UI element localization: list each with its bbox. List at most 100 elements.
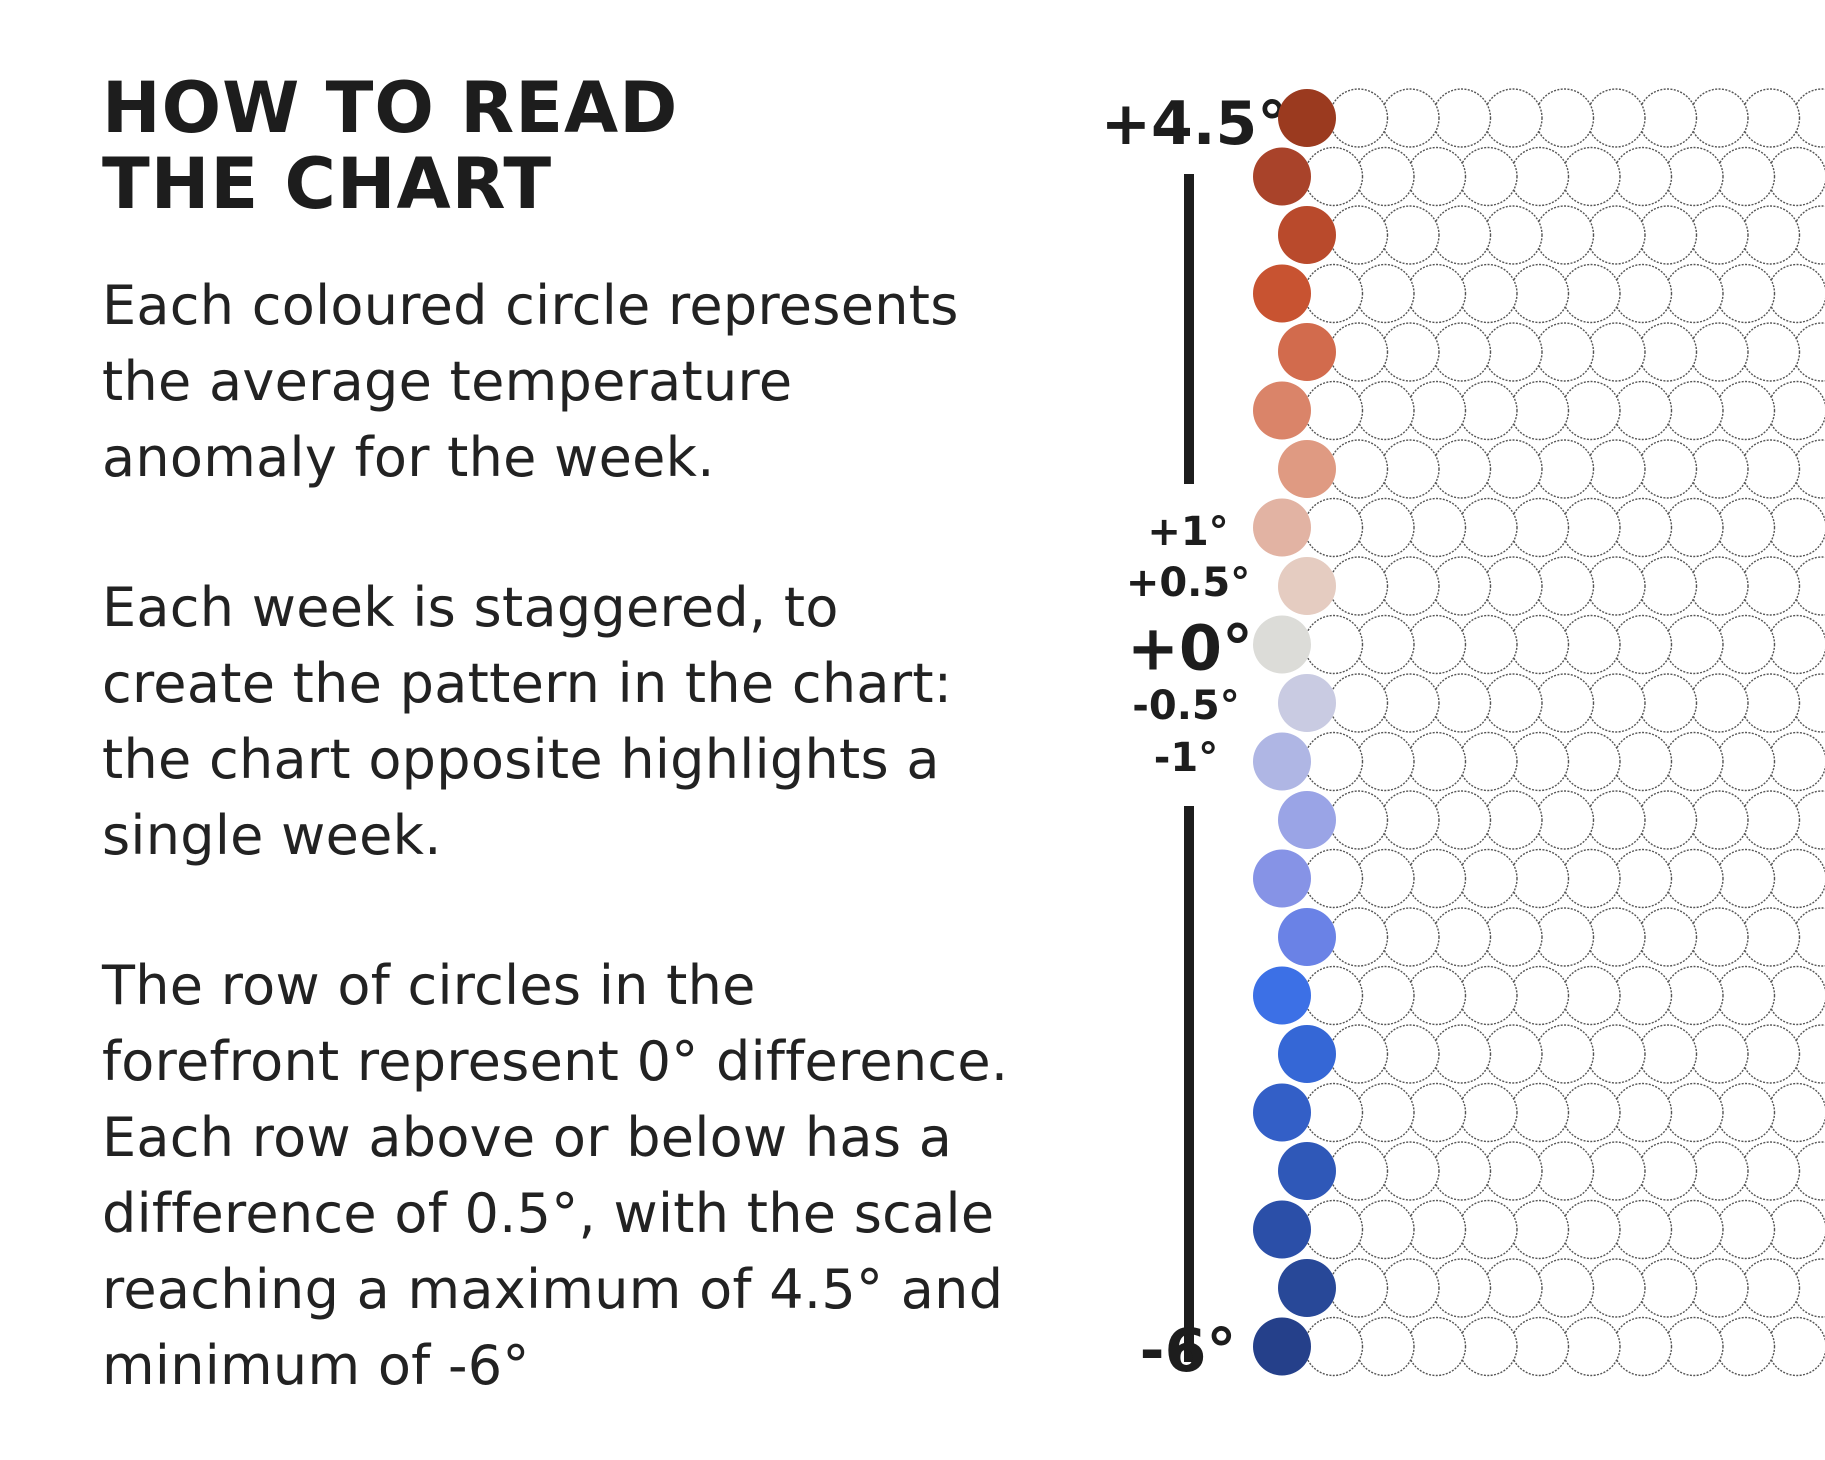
anomaly-circle [1328,1024,1389,1084]
anomaly-circle [1792,907,1825,967]
anomaly-circle [1380,322,1440,382]
anomaly-circle [1534,88,1595,148]
anomaly-circle [1715,263,1776,324]
anomaly-circle [1431,1258,1492,1318]
anomaly-circle [1792,790,1825,850]
anomaly-circle [1637,88,1698,148]
anomaly-circle [1380,673,1440,733]
anomaly-circle [1355,614,1415,675]
anomaly-circle [1664,848,1724,909]
anomaly-circle [1740,205,1801,265]
explanation-line: reaching a maximum of 4.5° and [102,1258,1004,1321]
anomaly-circle [1355,1199,1415,1260]
anomaly-circle [1740,673,1801,733]
scale-bar-lower [1184,806,1194,1362]
anomaly-circle [1792,439,1825,499]
anomaly-circle [1509,146,1570,207]
anomaly-circle [1715,614,1776,675]
anomaly-circle [1740,88,1801,148]
anomaly-circle [1509,965,1570,1026]
anomaly-circle [1355,1082,1415,1143]
anomaly-circle [1380,439,1440,499]
anomaly-circle [1637,1258,1698,1318]
anomaly-circle [1483,1024,1543,1084]
explanation-line: forefront represent 0° difference. [102,1030,1009,1093]
anomaly-circle [1534,205,1595,265]
anomaly-circle [1431,673,1492,733]
anomaly-circle [1612,614,1673,675]
anomaly-circle [1483,790,1543,850]
anomaly-circle [1767,380,1825,441]
anomaly-circle [1355,1316,1415,1377]
explanation-paragraph-3: The row of circles in the forefront repr… [102,948,1082,1404]
anomaly-circle [1328,205,1389,265]
anomaly-circle [1458,497,1518,558]
explanation-line: single week. [102,804,442,867]
anomaly-circle [1586,907,1646,967]
anomaly-circle [1637,790,1698,850]
anomaly-circle [1561,380,1621,441]
anomaly-circle [1483,907,1543,967]
anomaly-circle [1534,1258,1595,1318]
anomaly-circle [1792,322,1825,382]
anomaly-circle [1767,263,1825,324]
anomaly-circle [1715,1082,1776,1143]
anomaly-circle [1715,731,1776,792]
anomaly-circle [1406,1082,1467,1143]
anomaly-circle [1767,1082,1825,1143]
anomaly-circle [1561,965,1621,1026]
anomaly-circle [1328,1258,1389,1318]
anomaly-circle [1509,1082,1570,1143]
anomaly-circle [1509,614,1570,675]
anomaly-circle [1483,439,1543,499]
anomaly-circle [1689,88,1749,148]
anomaly-circle [1740,790,1801,850]
anomaly-circle [1406,1199,1467,1260]
anomaly-circle [1303,263,1364,324]
scale-bar-upper [1184,174,1194,484]
anomaly-circle [1406,848,1467,909]
anomaly-circle [1715,380,1776,441]
anomaly-circle [1612,1199,1673,1260]
highlighted-week-circle [1278,791,1336,849]
anomaly-circle [1561,146,1621,207]
anomaly-circle [1689,1258,1749,1318]
anomaly-circle [1740,1024,1801,1084]
anomaly-circle [1509,848,1570,909]
anomaly-circle [1792,1258,1825,1318]
anomaly-circle [1664,497,1724,558]
anomaly-circle [1740,439,1801,499]
anomaly-circle [1612,848,1673,909]
anomaly-circle [1637,556,1698,616]
anomaly-circle [1355,731,1415,792]
anomaly-circle [1534,790,1595,850]
anomaly-circle [1483,556,1543,616]
heading-line-1: HOW TO READ [102,67,679,149]
anomaly-circle [1792,205,1825,265]
anomaly-circle [1431,205,1492,265]
highlighted-week-circle [1278,557,1336,615]
anomaly-circle [1355,965,1415,1026]
highlighted-week-circle [1278,1142,1336,1200]
anomaly-circle [1637,205,1698,265]
explanation-paragraph-2: Each week is staggered, to create the pa… [102,570,1082,874]
anomaly-circle [1637,439,1698,499]
staggered-circle-chart [1250,70,1825,1390]
explanation-line: minimum of -6° [102,1334,530,1397]
anomaly-circle [1534,556,1595,616]
anomaly-circle [1561,731,1621,792]
highlighted-week-circle [1278,1025,1336,1083]
anomaly-circle [1664,263,1724,324]
anomaly-circle [1586,790,1646,850]
anomaly-circle [1767,1316,1825,1377]
anomaly-circle [1767,965,1825,1026]
anomaly-circle [1406,1316,1467,1377]
anomaly-circle [1431,322,1492,382]
anomaly-circle [1406,497,1467,558]
anomaly-circle [1483,673,1543,733]
anomaly-circle [1483,88,1543,148]
anomaly-circle [1406,380,1467,441]
anomaly-circle [1458,1316,1518,1377]
anomaly-circle [1612,731,1673,792]
anomaly-circle [1715,848,1776,909]
